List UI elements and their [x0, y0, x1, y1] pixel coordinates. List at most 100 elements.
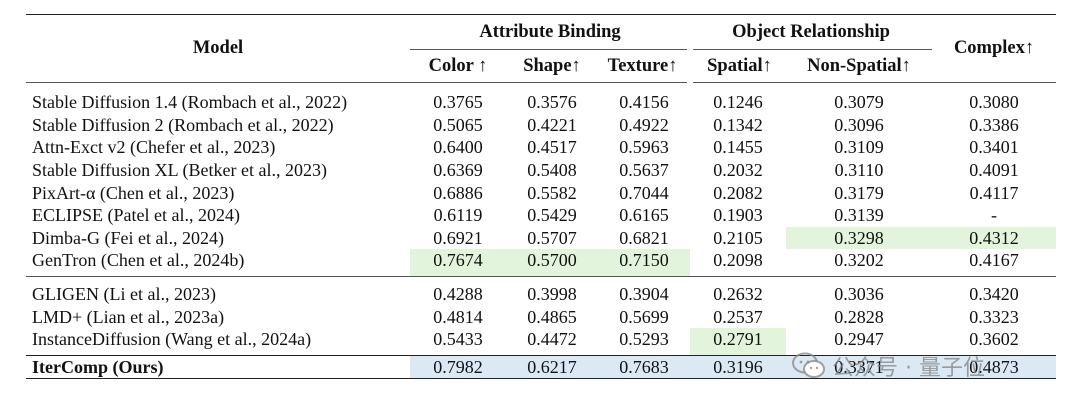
- table-row: InstanceDiffusion (Wang et al., 2024a) 0…: [26, 327, 1056, 356]
- table-row: Stable Diffusion XL (Betker et al., 2023…: [26, 159, 1056, 182]
- model-name: Stable Diffusion XL (Betker et al., 2023…: [32, 160, 327, 181]
- model-name: InstanceDiffusion (Wang et al., 2024a): [32, 329, 312, 350]
- cell-non-spatial: 0.2828: [834, 306, 884, 327]
- cell-spatial: 0.2032: [713, 160, 763, 181]
- results-table: Model Attribute Binding Object Relations…: [26, 14, 1057, 379]
- cell-texture: 0.5963: [619, 137, 669, 158]
- table-row: Stable Diffusion 2 (Rombach et al., 2022…: [26, 114, 1056, 137]
- cell-shape: 0.5429: [527, 205, 577, 226]
- header-object-relationship: Object Relationship: [732, 21, 890, 42]
- cell-shape: 0.5700: [506, 249, 598, 277]
- cell-color: 0.4814: [433, 306, 483, 327]
- cell-texture: 0.6165: [619, 205, 669, 226]
- cell-complex: 0.4873: [932, 355, 1057, 379]
- header-spatial: Spatial↑: [687, 49, 787, 83]
- cell-spatial: 0.2105: [713, 227, 763, 248]
- table-row: Dimba-G (Fei et al., 2024) 0.6921 0.5707…: [26, 226, 1057, 250]
- table-row: Attn-Exct v2 (Chefer et al., 2023) 0.640…: [26, 136, 1056, 159]
- cell-spatial: 0.2537: [713, 306, 763, 327]
- cell-non-spatial: 0.3079: [834, 92, 884, 113]
- cell-color: 0.5433: [433, 329, 483, 350]
- header-complex: Complex↑: [953, 38, 1035, 58]
- table-row: LMD+ (Lian et al., 2023a) 0.4814 0.4865 …: [26, 305, 1056, 328]
- cell-shape: 0.4221: [527, 114, 577, 135]
- model-name: LMD+ (Lian et al., 2023a): [32, 306, 225, 327]
- cell-complex: 0.3080: [969, 92, 1019, 113]
- cell-non-spatial: 0.3110: [834, 160, 884, 181]
- cell-spatial: 0.2632: [713, 284, 763, 305]
- cell-shape: 0.3576: [527, 92, 577, 113]
- table-row-ours: IterComp (Ours) 0.7982 0.6217 0.7683 0.3…: [26, 355, 1057, 379]
- cell-non-spatial: 0.3096: [834, 114, 884, 135]
- cell-texture: 0.4922: [619, 114, 669, 135]
- header-attribute-binding: Attribute Binding: [479, 21, 621, 42]
- cell-color: 0.6369: [433, 160, 483, 181]
- cell-texture: 0.6821: [619, 227, 669, 248]
- cell-non-spatial: 0.3298: [786, 226, 933, 250]
- cell-shape: 0.6217: [506, 355, 598, 379]
- cell-shape: 0.3998: [527, 284, 577, 305]
- cell-non-spatial: 0.3202: [834, 250, 884, 271]
- cell-complex: 0.4312: [932, 226, 1057, 250]
- header-non-spatial: Non-Spatial↑: [786, 49, 933, 83]
- model-name: Attn-Exct v2 (Chefer et al., 2023): [32, 137, 276, 158]
- cell-spatial: 0.1342: [713, 114, 763, 135]
- cell-color: 0.6400: [433, 137, 483, 158]
- cell-complex: 0.3323: [969, 306, 1019, 327]
- cell-spatial: 0.3196: [690, 355, 787, 379]
- cell-non-spatial: 0.3371: [786, 355, 933, 379]
- cell-complex: 0.3386: [969, 114, 1019, 135]
- header-color: Color ↑: [410, 49, 506, 83]
- cell-spatial: 0.1455: [713, 137, 763, 158]
- cell-shape: 0.5408: [527, 160, 577, 181]
- cell-texture: 0.5293: [619, 329, 669, 350]
- cell-texture: 0.7150: [598, 249, 691, 277]
- model-name: PixArt-α (Chen et al., 2023): [32, 182, 235, 203]
- table-row: PixArt-α (Chen et al., 2023) 0.6886 0.55…: [26, 181, 1056, 204]
- cell-texture: 0.7683: [598, 355, 691, 379]
- cell-color: 0.3765: [433, 92, 483, 113]
- cell-color: 0.4288: [433, 284, 483, 305]
- cell-spatial: 0.2791: [690, 327, 787, 356]
- cell-color: 0.6119: [433, 205, 483, 226]
- model-name: GenTron (Chen et al., 2024b): [32, 250, 245, 271]
- cell-texture: 0.5637: [619, 160, 669, 181]
- model-name: IterComp (Ours): [32, 356, 164, 377]
- cell-color: 0.6886: [433, 182, 483, 203]
- cell-texture: 0.3904: [619, 284, 669, 305]
- cell-non-spatial: 0.3109: [834, 137, 884, 158]
- cell-non-spatial: 0.3179: [834, 182, 884, 203]
- table-row: GLIGEN (Li et al., 2023) 0.4288 0.3998 0…: [26, 276, 1057, 305]
- cell-color: 0.5065: [433, 114, 483, 135]
- cell-color: 0.7982: [410, 355, 506, 379]
- model-name: Dimba-G (Fei et al., 2024): [32, 227, 224, 248]
- cell-complex: 0.3420: [969, 284, 1019, 305]
- cell-texture: 0.7044: [619, 182, 669, 203]
- cell-color: 0.7674: [410, 249, 506, 277]
- model-name: Stable Diffusion 1.4 (Rombach et al., 20…: [32, 92, 348, 113]
- cell-complex: -: [991, 205, 998, 226]
- cell-texture: 0.4156: [619, 92, 669, 113]
- table-row: ECLIPSE (Patel et al., 2024) 0.6119 0.54…: [26, 204, 1056, 227]
- table-row: Stable Diffusion 1.4 (Rombach et al., 20…: [26, 82, 1057, 114]
- cell-shape: 0.5582: [527, 182, 577, 203]
- cell-non-spatial: 0.3036: [834, 284, 884, 305]
- model-name: ECLIPSE (Patel et al., 2024): [32, 205, 240, 226]
- cell-color: 0.6921: [433, 227, 483, 248]
- cell-spatial: 0.2098: [713, 250, 763, 271]
- cell-spatial: 0.1903: [713, 205, 763, 226]
- table-row: GenTron (Chen et al., 2024b) 0.7674 0.57…: [26, 249, 1056, 277]
- cell-non-spatial: 0.3139: [834, 205, 884, 226]
- header-texture: Texture↑: [598, 49, 691, 83]
- cell-shape: 0.5707: [527, 227, 577, 248]
- cell-spatial: 0.2082: [713, 182, 763, 203]
- cell-shape: 0.4472: [527, 329, 577, 350]
- cell-spatial: 0.1246: [713, 92, 763, 113]
- cell-shape: 0.4517: [527, 137, 577, 158]
- header-shape: Shape↑: [506, 49, 598, 83]
- cell-shape: 0.4865: [527, 306, 577, 327]
- model-name: GLIGEN (Li et al., 2023): [32, 284, 216, 305]
- cell-complex: 0.4167: [969, 250, 1019, 271]
- cell-complex: 0.3602: [969, 329, 1019, 350]
- cell-complex: 0.3401: [969, 137, 1019, 158]
